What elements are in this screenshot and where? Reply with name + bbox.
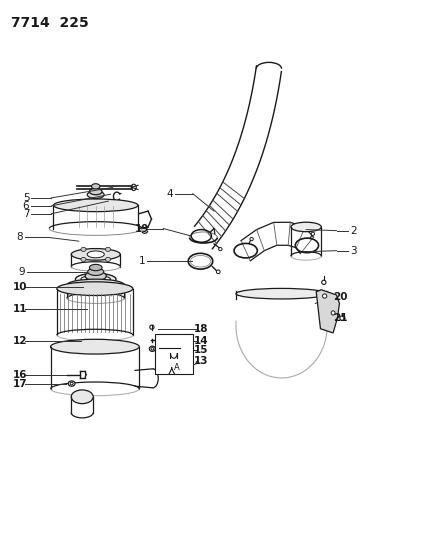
Ellipse shape <box>51 340 139 354</box>
Text: 10: 10 <box>12 281 27 292</box>
Ellipse shape <box>323 294 327 298</box>
Ellipse shape <box>67 279 125 291</box>
Text: 1: 1 <box>139 256 146 266</box>
Bar <box>155 334 193 374</box>
Text: A: A <box>173 364 179 372</box>
Ellipse shape <box>81 276 110 283</box>
Text: 18: 18 <box>194 324 208 334</box>
Ellipse shape <box>81 257 86 262</box>
Ellipse shape <box>68 381 75 386</box>
Ellipse shape <box>75 273 116 285</box>
Ellipse shape <box>54 199 138 212</box>
Ellipse shape <box>89 189 102 195</box>
Ellipse shape <box>322 280 326 285</box>
Text: 5: 5 <box>23 193 30 203</box>
Ellipse shape <box>88 268 104 276</box>
Ellipse shape <box>71 390 93 403</box>
Ellipse shape <box>250 238 253 241</box>
Ellipse shape <box>151 348 154 350</box>
Ellipse shape <box>87 191 104 198</box>
Text: 15: 15 <box>194 345 208 355</box>
Ellipse shape <box>311 232 315 236</box>
Text: 8: 8 <box>16 232 23 243</box>
Ellipse shape <box>150 325 154 329</box>
Ellipse shape <box>291 222 321 232</box>
Ellipse shape <box>219 247 222 251</box>
Text: 7714  225: 7714 225 <box>11 16 89 30</box>
Text: 9: 9 <box>18 267 25 277</box>
Text: 13: 13 <box>194 357 208 367</box>
Ellipse shape <box>331 311 335 315</box>
Text: 4: 4 <box>166 189 173 199</box>
Ellipse shape <box>115 203 119 207</box>
Text: 6: 6 <box>23 201 30 211</box>
Ellipse shape <box>105 247 110 252</box>
Text: 14: 14 <box>194 336 208 346</box>
Ellipse shape <box>89 264 102 271</box>
Text: 2: 2 <box>350 225 357 236</box>
Text: 3: 3 <box>350 246 357 256</box>
Ellipse shape <box>149 346 155 351</box>
Text: 19: 19 <box>135 223 149 233</box>
Ellipse shape <box>85 271 106 281</box>
Ellipse shape <box>216 270 220 273</box>
Ellipse shape <box>87 251 104 258</box>
Text: 20: 20 <box>333 292 348 302</box>
Ellipse shape <box>92 184 100 189</box>
Ellipse shape <box>105 257 110 262</box>
Text: 12: 12 <box>12 336 27 346</box>
Ellipse shape <box>340 316 345 320</box>
Ellipse shape <box>112 201 122 208</box>
Text: 17: 17 <box>12 378 27 389</box>
Ellipse shape <box>71 248 120 260</box>
Ellipse shape <box>81 247 86 252</box>
Text: 11: 11 <box>12 304 27 314</box>
Ellipse shape <box>236 288 327 299</box>
Text: 21: 21 <box>333 313 348 323</box>
Ellipse shape <box>70 382 73 385</box>
Polygon shape <box>316 290 339 333</box>
Ellipse shape <box>57 282 133 295</box>
Text: 16: 16 <box>12 370 27 380</box>
Text: 7: 7 <box>23 209 30 219</box>
